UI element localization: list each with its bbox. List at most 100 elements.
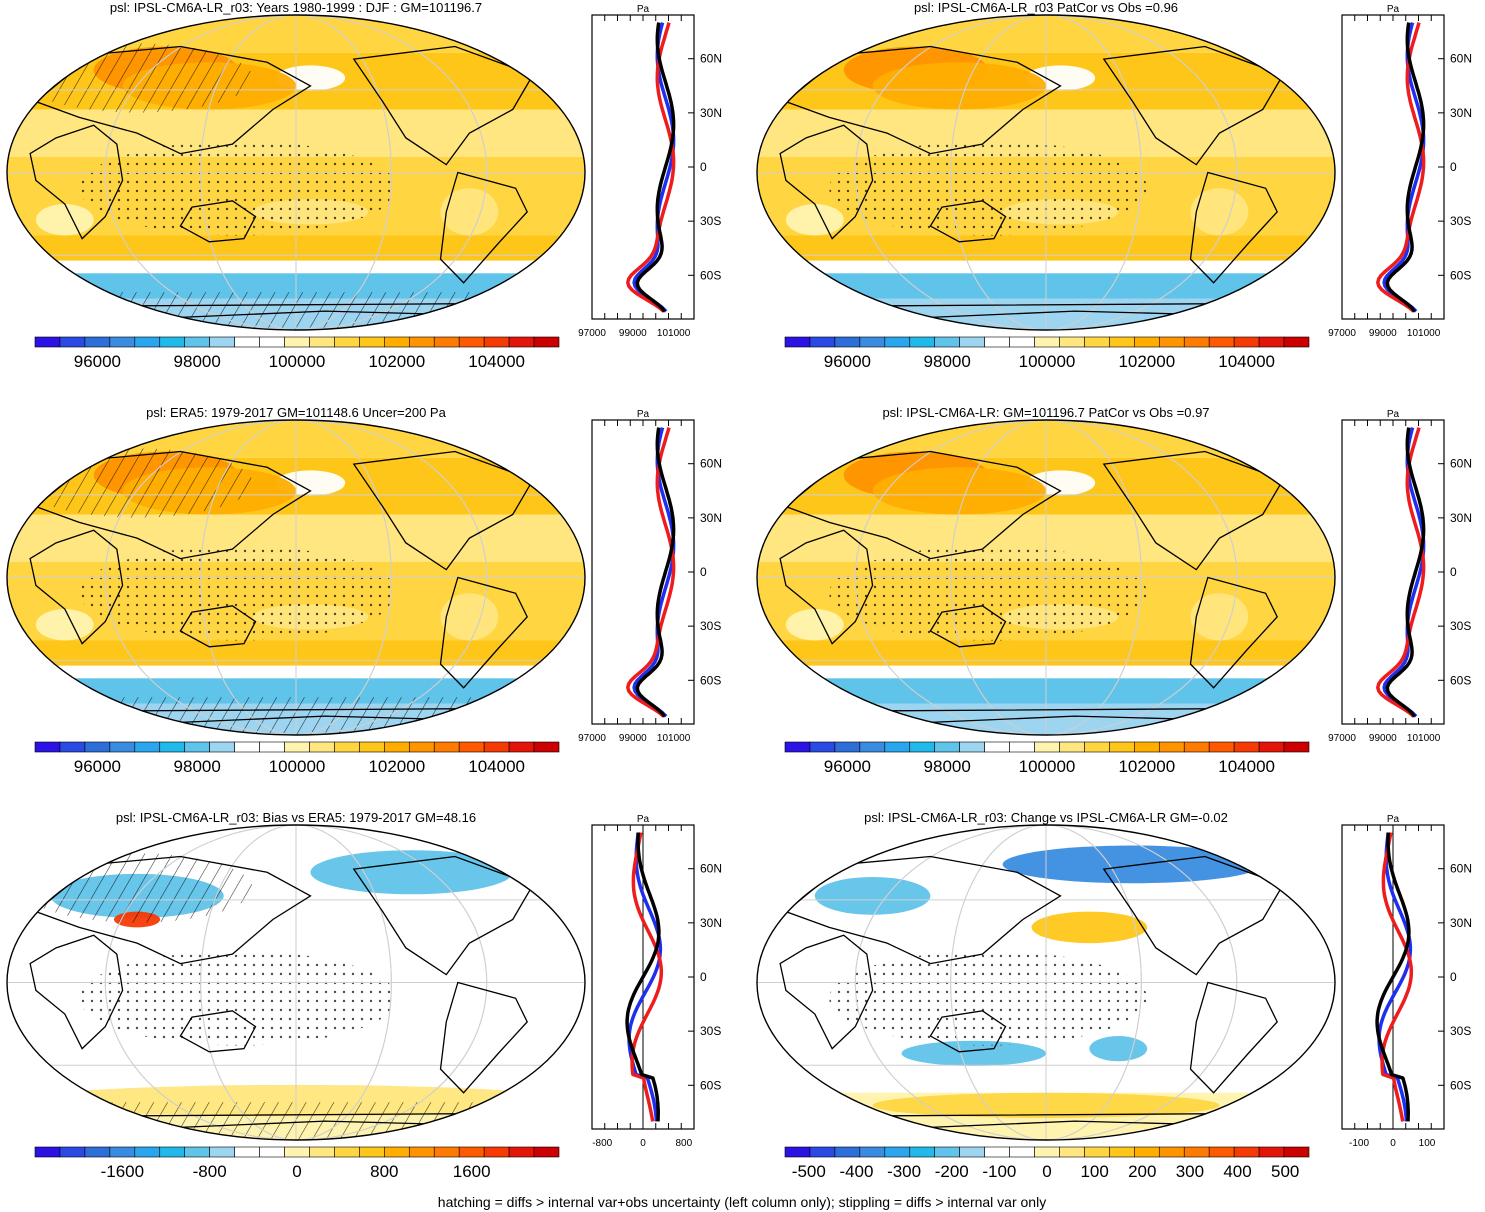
colorbar-tick-label: -800 [193,1162,227,1181]
colorbar-tick-label: 0 [1042,1162,1051,1181]
profile-ytick-label: 30S [700,1024,721,1038]
profile-ytick-label: 30S [1450,619,1471,633]
colorbar-swatch [109,336,136,348]
colorbar-tick-label: 100000 [269,352,326,371]
colorbar-swatch [834,1146,861,1158]
colorbar-swatch [959,336,985,348]
colorbar-tick-label: 100000 [1019,352,1076,371]
colorbar-swatch [784,336,811,348]
colorbar-tick-label: 102000 [368,352,425,371]
map-anomaly [814,876,931,915]
profile-xtick-label: -100 [1349,1138,1369,1149]
profile-ytick-label: 60N [1450,457,1472,471]
colorbar-swatch [508,1146,535,1158]
profile-xlabel: Pa [1387,409,1400,420]
colorbar-swatch [34,1146,61,1158]
panel-title: psl: IPSL-CM6A-LR_r03 PatCor vs Obs =0.9… [914,0,1178,15]
profile-xlabel: Pa [1387,4,1400,15]
coastline-south-america [1189,576,1278,689]
colorbar-swatch [1109,336,1135,348]
colorbar-swatch [184,1146,210,1158]
colorbar-swatch [1084,1146,1110,1158]
coastline-australia [179,200,257,243]
colorbar-swatch [259,336,285,348]
colorbar-swatch [533,741,560,753]
colorbar-tick-label: 200 [1128,1162,1156,1181]
colorbar-swatch [384,1146,410,1158]
coastline-south-america [1189,171,1278,284]
colorbar-swatch [109,1146,136,1158]
panel-p4: psl: IPSL-CM6A-LR: GM=101196.7 PatCor vs… [756,405,1472,776]
graticule-lon [104,420,488,735]
map-outline [756,14,1336,331]
map-anomaly [872,62,1046,110]
profile-xtick-label: 800 [675,1138,692,1149]
colorbar-swatch [134,336,161,348]
graticule-lon [950,420,1142,735]
panel-p2: psl: IPSL-CM6A-LR_r03 PatCor vs Obs =0.9… [756,0,1472,371]
profile-ytick-label: 0 [1450,565,1457,579]
colorbar-tick-label: 104000 [468,352,525,371]
profile-ytick-label: 30N [700,916,722,930]
colorbar-swatch [1208,741,1235,753]
map-anomaly [440,593,499,641]
profile-line-red [626,427,676,718]
colorbar-swatch [184,336,210,348]
colorbar-swatch [1258,1146,1285,1158]
profile-xtick-label: 101000 [1407,733,1441,744]
profile-xtick-label: 101000 [657,733,691,744]
profile-xtick-label: 97000 [578,328,606,339]
profile-ytick-label: 30N [700,511,722,525]
map-anomaly [35,609,94,641]
panel-p1: psl: IPSL-CM6A-LR_r03: Years 1980-1999 :… [6,0,722,371]
stippling [829,546,1148,641]
colorbar-swatch [284,336,310,348]
colorbar-swatch [1059,336,1085,348]
colorbar-swatch [259,1146,285,1158]
profile-ytick-label: 30N [1450,106,1472,120]
colorbar-swatch [84,741,111,753]
coastline-eurasia [34,450,312,560]
map-field [7,420,585,735]
colorbar-swatch [1283,741,1310,753]
map-outline [6,824,586,1141]
colorbar-tick-label: 0 [292,1162,301,1181]
map-anomaly [310,850,513,895]
coastline-africa [29,934,124,1050]
profile-ytick-label: 60S [700,268,721,282]
colorbar-swatch [159,336,186,348]
coastline-australia [929,200,1007,243]
profile-ytick-label: 60S [1450,673,1471,687]
coastline-australia [929,1010,1007,1053]
map-field [7,15,585,330]
colorbar-swatch [433,1146,460,1158]
profile-ytick-label: 30S [1450,1024,1471,1038]
profile-xtick-label: 97000 [1328,733,1356,744]
map-outline [756,824,1336,1141]
colorbar-swatch [834,336,861,348]
colorbar-swatch [1283,336,1310,348]
colorbar-swatch [408,741,435,753]
colorbar-swatch [109,741,136,753]
profile-line-black [1385,22,1426,313]
coastline-africa [29,529,124,645]
colorbar-swatch [859,741,886,753]
profile-xtick-label: 0 [640,1138,646,1149]
colorbar-swatch [209,1146,235,1158]
coastline-south-america [1189,981,1278,1094]
colorbar-tick-label: 96000 [824,757,871,776]
colorbar-swatch [234,1146,260,1158]
profile-ytick-label: 30N [1450,511,1472,525]
profile-xtick-label: 99000 [1369,733,1397,744]
colorbar-tick-label: 102000 [1118,352,1175,371]
map-anomaly [1190,593,1249,641]
map-anomaly [901,1040,1046,1066]
coastline-north-america [1102,45,1284,166]
profile-xlabel: Pa [637,409,650,420]
colorbar-swatch [1134,336,1160,348]
profile-ytick-label: 30S [1450,214,1471,228]
colorbar-swatch [458,1146,485,1158]
colorbar-swatch [259,741,285,753]
colorbar-swatch [309,741,335,753]
colorbar-swatch [134,741,161,753]
